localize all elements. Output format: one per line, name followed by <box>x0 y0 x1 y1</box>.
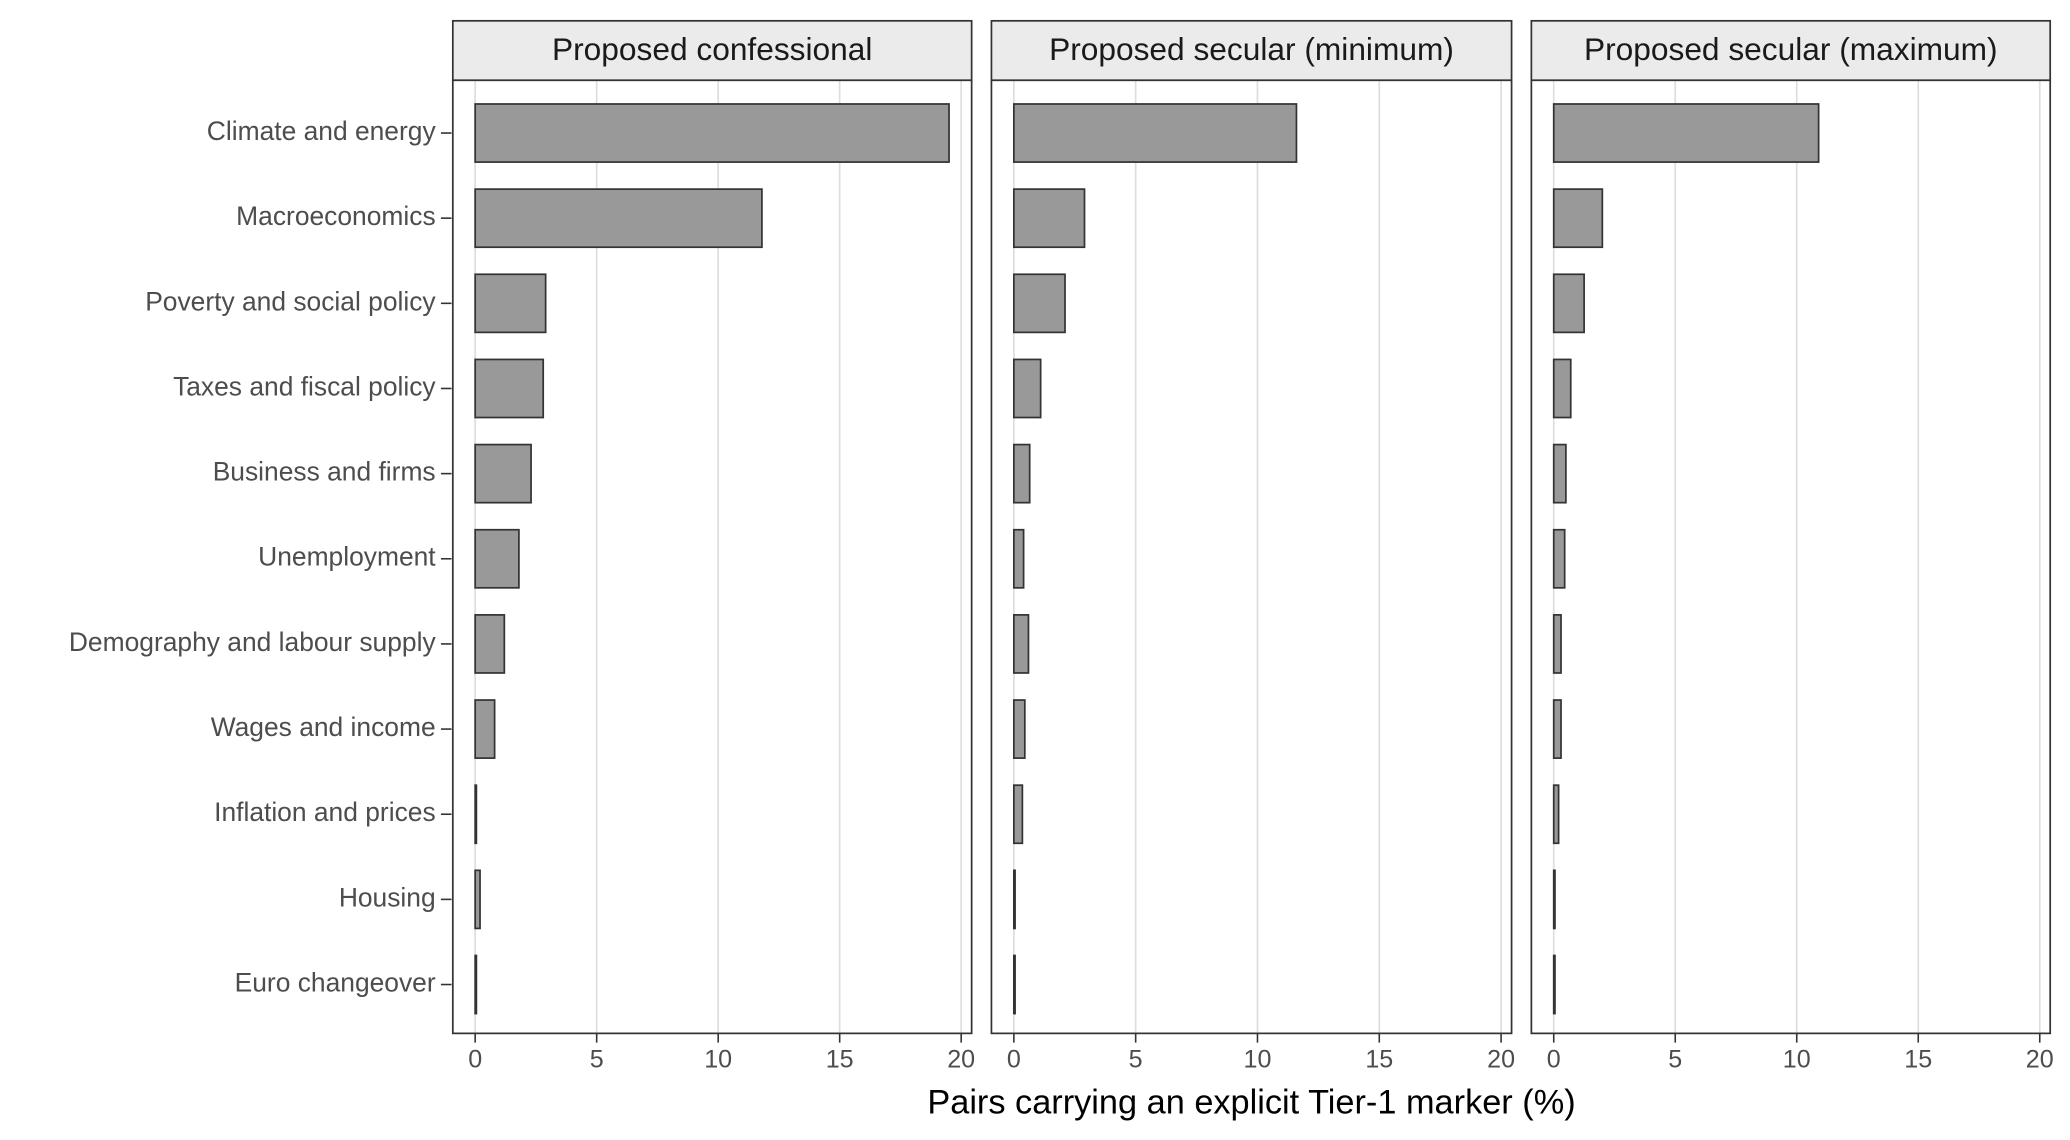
x-axis-title: Pairs carrying an explicit Tier-1 marker… <box>927 1084 1575 1122</box>
x-tick-label: 10 <box>704 1046 732 1074</box>
bar <box>474 869 481 930</box>
bar <box>474 614 506 674</box>
x-tick-label: 10 <box>1783 1046 1811 1074</box>
bar <box>474 443 532 504</box>
y-tick-label: Macroeconomics <box>236 201 435 231</box>
bar <box>1552 614 1562 674</box>
y-tick-label: Business and firms <box>213 457 436 487</box>
facet-title: Proposed secular (minimum) <box>1049 31 1454 67</box>
bar <box>474 273 547 334</box>
bar <box>1012 528 1025 589</box>
x-tick-label: 15 <box>1904 1046 1932 1074</box>
bar <box>1552 869 1556 930</box>
y-tick-label: Taxes and fiscal policy <box>173 371 436 401</box>
x-tick-label: 15 <box>1365 1046 1393 1074</box>
x-tick-label: 10 <box>1244 1046 1272 1074</box>
y-tick-label: Poverty and social policy <box>145 286 436 316</box>
bar <box>1552 784 1560 845</box>
x-tick-label: 0 <box>1007 1046 1021 1074</box>
bar <box>474 188 763 249</box>
bar <box>1012 699 1026 759</box>
bar <box>1552 188 1604 249</box>
bar <box>1552 443 1567 504</box>
x-tick-label: 15 <box>826 1046 854 1074</box>
y-tick-label: Wages and income <box>211 712 436 742</box>
bar <box>1012 358 1042 419</box>
y-tick-label: Housing <box>339 882 436 912</box>
facet-strip <box>451 19 973 82</box>
facet-title: Proposed confessional <box>552 31 872 67</box>
facet-strip <box>1530 19 2052 82</box>
x-tick-label: 20 <box>2026 1046 2054 1074</box>
y-tick-label: Euro changeover <box>235 967 436 997</box>
bar <box>474 528 520 589</box>
y-tick-label: Climate and energy <box>207 116 437 146</box>
y-tick-label: Inflation and prices <box>214 797 436 827</box>
panel-background <box>1531 80 2051 1034</box>
bar <box>1552 699 1562 759</box>
y-tick-label: Unemployment <box>258 542 436 572</box>
bar <box>474 358 545 419</box>
bar <box>1012 103 1298 163</box>
bar <box>474 784 478 845</box>
bar <box>1552 528 1566 589</box>
bar <box>1552 103 1820 163</box>
facet-title: Proposed secular (maximum) <box>1584 31 1998 67</box>
x-tick-label: 0 <box>468 1046 482 1074</box>
bar <box>1012 443 1031 504</box>
x-tick-label: 20 <box>947 1046 975 1074</box>
bar <box>1552 358 1572 419</box>
facet-strip <box>990 19 1513 82</box>
bar <box>474 103 950 163</box>
y-tick-label: Demography and labour supply <box>69 627 437 657</box>
x-tick-label: 5 <box>1668 1046 1682 1074</box>
bar <box>1012 614 1030 674</box>
bar <box>474 954 478 1015</box>
bar <box>1012 784 1024 845</box>
bar <box>1012 273 1066 334</box>
bar <box>1012 954 1016 1015</box>
bar <box>1012 188 1086 249</box>
x-tick-label: 5 <box>1129 1046 1143 1074</box>
bar <box>1552 954 1556 1015</box>
bar <box>1012 869 1016 930</box>
bar <box>1552 273 1585 334</box>
x-tick-label: 5 <box>590 1046 604 1074</box>
bar <box>474 699 496 759</box>
x-tick-label: 20 <box>1487 1046 1515 1074</box>
x-tick-label: 0 <box>1547 1046 1561 1074</box>
